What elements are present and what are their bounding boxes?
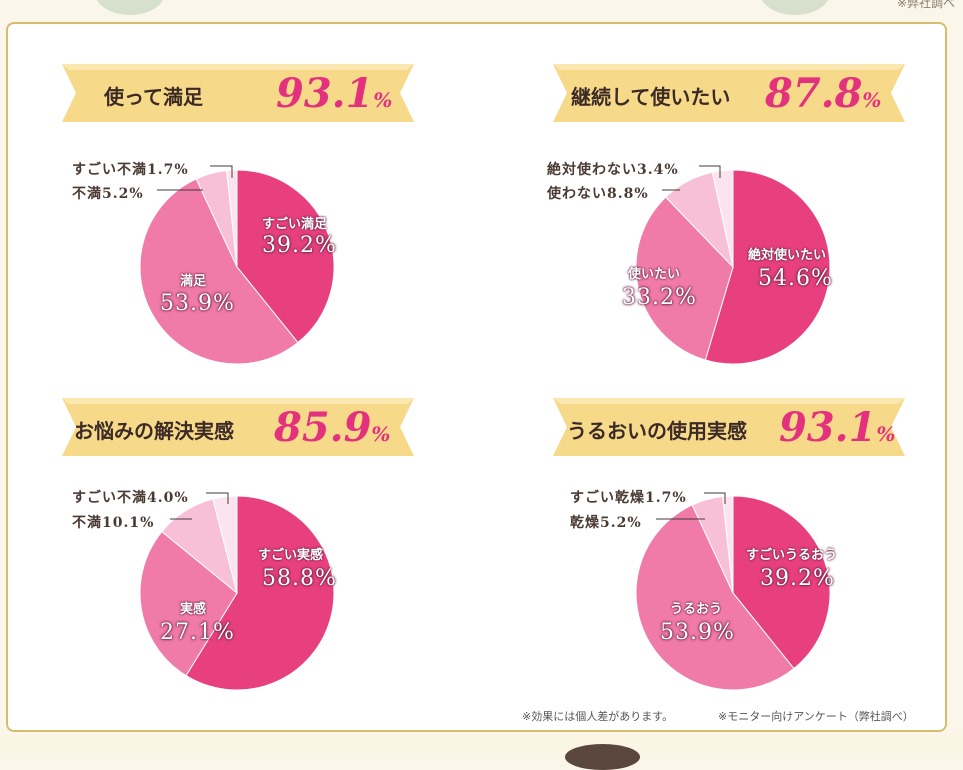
pie-chart-continue [635,169,836,370]
slice-label-dissatisfied: 不満5.2% [72,186,144,202]
banner-percent: 93.1% [779,408,895,448]
pie-svg [139,495,335,691]
bottom-strip [0,734,963,757]
banner-percent: 87.8% [765,74,881,114]
pie-chart-resolution [138,495,338,696]
slice-value-moist: 53.9% [660,620,735,645]
banner-continue: 継続して使いたい 87.8% [553,64,905,122]
slice-primary [732,495,831,670]
slice-name-moist: うるおう [670,602,723,617]
slice-value-effect: 27.1% [160,620,235,645]
banner-ribbon [553,398,905,456]
banner-resolution: お悩みの解決実感 85.9% [62,398,414,456]
percent-value: 87.8 [765,70,863,117]
slice-label-never-use: 絶対使わない3.4% [547,162,679,178]
banner-ribbon [62,398,414,456]
slice-label-very-dissatisfied: すごい不満1.7% [72,162,189,178]
slice-primary [704,169,831,365]
slice-secondary [635,504,795,691]
leaf-decoration [760,0,830,15]
slice-value-definitely-use: 54.6% [758,266,833,291]
leaf-decoration [95,0,165,15]
slice-value-strong-effect: 58.8% [262,566,337,591]
pie-svg [635,169,831,365]
slice-name-effect: 実感 [180,602,207,617]
percent-unit: % [371,422,391,446]
pie-chart-satisfaction [138,169,338,370]
bottom-decoration [565,744,640,770]
slice-value-satisfied: 53.9% [160,291,235,316]
percent-value: 93.1 [779,404,877,451]
banner-percent: 85.9% [274,408,390,448]
slice-label-dissatisfied: 不満10.1% [72,515,155,531]
slice-label-very-dry: すごい乾燥1.7% [570,490,687,506]
slice-name-definitely-use: 絶対使いたい [748,248,827,263]
banner-title: 継続して使いたい [571,85,731,109]
percent-unit: % [876,422,896,446]
slice-name-strong-effect: すごい実感 [258,548,324,563]
slice-label-not-use: 使わない8.8% [547,186,649,202]
slice-secondary [635,196,734,361]
slice-name-want-use: 使いたい [628,267,681,282]
pie-svg [635,495,831,691]
banner-ribbon [553,64,905,122]
slice-label-very-dissatisfied: すごい不満4.0% [72,490,189,506]
slice-primary [185,495,335,691]
pie-chart-moisture [634,495,834,696]
banner-satisfaction: 使って満足 93.1% [62,64,414,122]
top-note: ※弊社調べ [896,0,955,10]
slice-quaternary [212,495,238,594]
slice-secondary [139,178,299,365]
banner-ribbon [62,64,414,122]
slice-name-satisfied: 満足 [180,274,207,289]
percent-value: 93.1 [276,70,374,117]
banner-title: お悩みの解決実感 [74,419,234,443]
footnote-individual-difference: ※効果には個人差があります。 [522,710,674,723]
slice-name-very-moist: すごいうるおう [746,548,838,563]
percent-value: 85.9 [274,404,372,451]
slice-name-very-satisfied: すごい満足 [262,217,328,232]
slice-primary [236,169,335,344]
slice-value-very-satisfied: 39.2% [262,233,337,258]
slice-secondary [139,530,238,677]
footnote-survey-source: ※モニター向けアンケート（弊社調べ） [718,710,914,723]
banner-title: 使って満足 [104,85,203,109]
slice-label-dry: 乾燥5.2% [570,515,642,531]
slice-value-very-moist: 39.2% [760,566,835,591]
banner-title: うるおいの使用実感 [567,419,747,443]
percent-unit: % [373,88,393,112]
banner-percent: 93.1% [276,74,392,114]
slice-value-want-use: 33.2% [622,285,697,310]
slice-quaternary [711,169,734,268]
top-strip: ※弊社調べ [0,0,963,22]
percent-unit: % [862,88,882,112]
pie-svg [139,169,335,365]
slice-quaternary [722,495,734,594]
banner-moisture: うるおいの使用実感 93.1% [553,398,905,456]
